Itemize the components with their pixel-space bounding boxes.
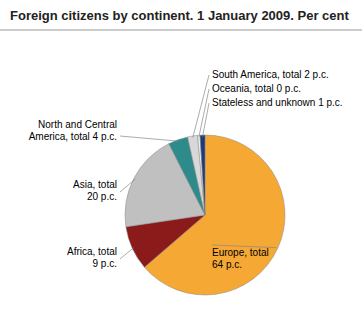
leader-line [199,89,209,137]
slice-label: South America, total 2 p.c. [212,69,329,80]
slice-label: Stateless and unknown 1 p.c. [212,97,343,108]
slice-label: Oceania, total 0 p.c. [212,83,301,94]
slice-label: Asia, total20 p.c. [73,179,117,202]
leader-line [193,75,209,138]
slice-label: Europe, total64 p.c. [212,247,269,270]
pie-slice [200,135,205,215]
slice-label: North and CentralAmerica, total 4 p.c. [29,119,117,142]
pie-slice [188,135,205,215]
leader-line [203,103,209,137]
title-rule [0,30,362,31]
chart: Foreign citizens by continent. 1 January… [0,0,362,315]
slice-label: Africa, total9 p.c. [67,246,117,269]
pie-slice [198,135,205,215]
title: Foreign citizens by continent. 1 January… [10,8,350,23]
leader-line [120,248,134,259]
pie [125,135,285,295]
leader-line [120,136,179,141]
leader-line [120,179,135,192]
